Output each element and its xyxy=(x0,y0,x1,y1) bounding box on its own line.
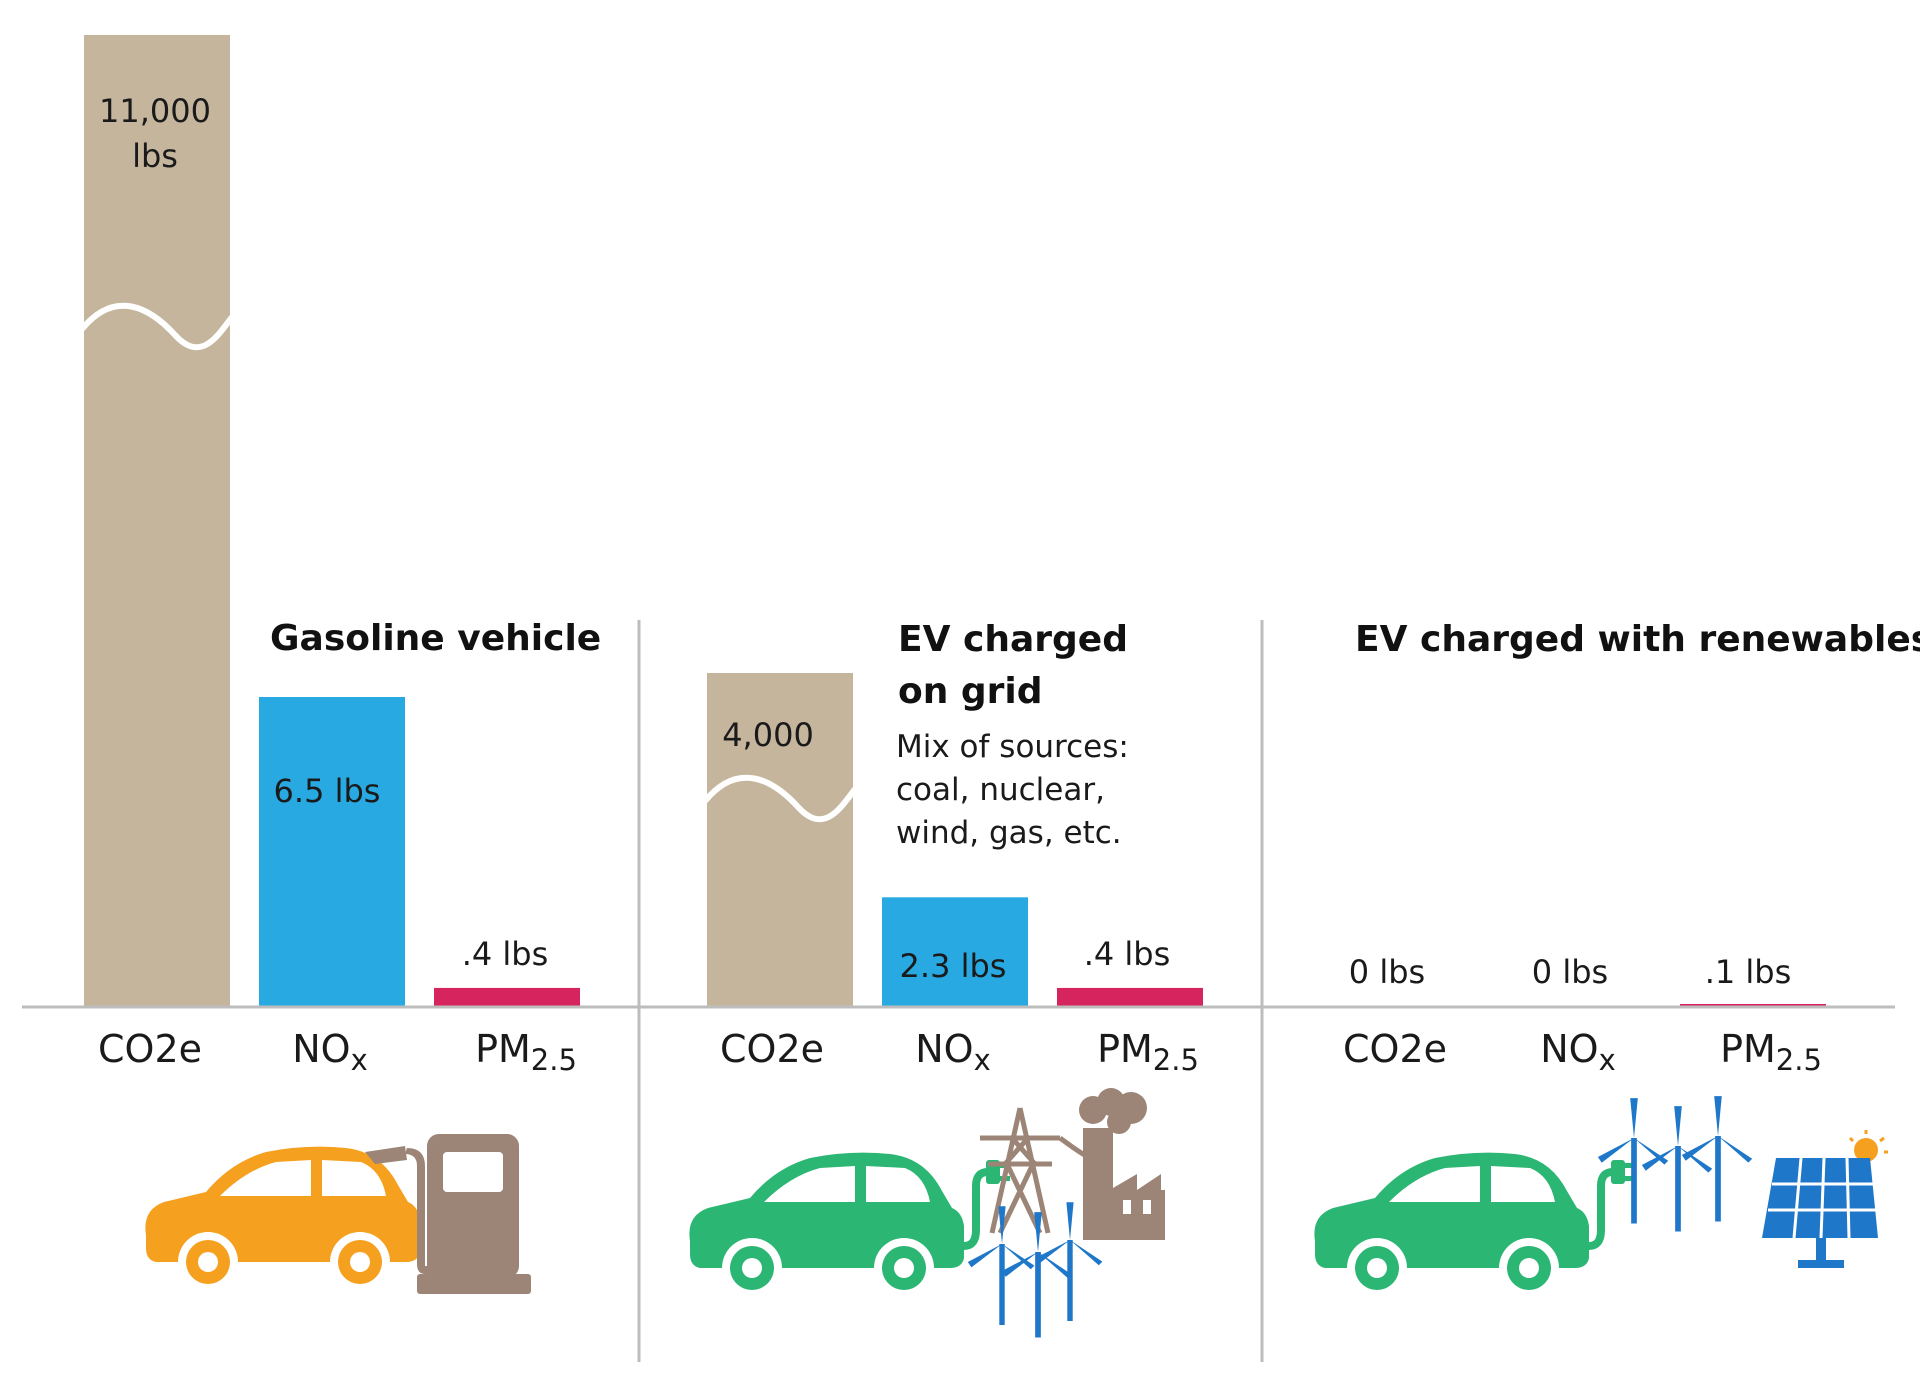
grid-mix-note-line1: Mix of sources: xyxy=(896,729,1129,765)
grid-mix-note-line3: wind, gas, etc. xyxy=(896,815,1122,851)
tick-label-ev-renewable-co2e: CO2e xyxy=(1343,1027,1447,1071)
value-label-ev-renewable-co2e: 0 lbs xyxy=(1349,953,1425,991)
bar-ev-grid-pm25 xyxy=(1057,987,1203,1007)
value-label-gasoline-nox: 6.5 lbs xyxy=(274,772,381,810)
orange-car-icon xyxy=(145,1146,420,1292)
bar-gasoline-pm25 xyxy=(434,987,580,1007)
value-label-ev-grid-pm25: .4 lbs xyxy=(1084,935,1171,973)
group-title-ev-grid-line2: on grid xyxy=(898,671,1043,712)
value-label-gasoline-pm25: .4 lbs xyxy=(462,935,549,973)
gas-pump-icon xyxy=(365,1134,531,1294)
axis-break-ev-grid-co2e xyxy=(702,774,858,823)
bar-gasoline-nox xyxy=(259,697,405,1007)
value-label-ev-renewable-pm25: .1 lbs xyxy=(1705,953,1792,991)
tick-label-ev-grid-pm25: PM2.5 xyxy=(1097,1027,1199,1077)
solar-panel-icon xyxy=(1762,1130,1888,1268)
tick-label-ev-renewable-pm25: PM2.5 xyxy=(1720,1027,1822,1077)
value-label-ev-renewable-nox: 0 lbs xyxy=(1532,953,1608,991)
group-title-gasoline: Gasoline vehicle xyxy=(270,618,601,659)
group-title-ev-renewables: EV charged with renewables xyxy=(1355,619,1920,660)
factory-icon xyxy=(1079,1088,1165,1240)
tick-label-gasoline-pm25: PM2.5 xyxy=(475,1027,577,1077)
bar-ev-grid-co2e xyxy=(707,673,853,1007)
green-ev-car-icon xyxy=(689,1152,1010,1298)
value-label-gasoline-co2e-unit: lbs xyxy=(132,137,178,175)
value-label-ev-grid-nox: 2.3 lbs xyxy=(900,947,1007,985)
bar-gasoline-co2e xyxy=(84,35,230,1007)
axis-break-gasoline-co2e xyxy=(79,302,235,351)
grid-mix-note-line2: coal, nuclear, xyxy=(896,772,1105,808)
tick-label-ev-grid-co2e: CO2e xyxy=(720,1027,824,1071)
value-label-ev-grid-co2e: 4,000 xyxy=(722,716,814,754)
tick-label-gasoline-nox: NOx xyxy=(292,1027,368,1077)
group-title-ev-grid-line1: EV charged xyxy=(898,619,1128,660)
value-label-gasoline-co2e: 11,000 xyxy=(99,92,211,130)
green-ev-car-icon xyxy=(1314,1152,1635,1298)
tick-label-gasoline-co2e: CO2e xyxy=(98,1027,202,1071)
bar-ev-grid-nox xyxy=(882,897,1028,1007)
tick-label-ev-grid-nox: NOx xyxy=(915,1027,991,1077)
tick-label-ev-renewable-nox: NOx xyxy=(1540,1027,1616,1077)
